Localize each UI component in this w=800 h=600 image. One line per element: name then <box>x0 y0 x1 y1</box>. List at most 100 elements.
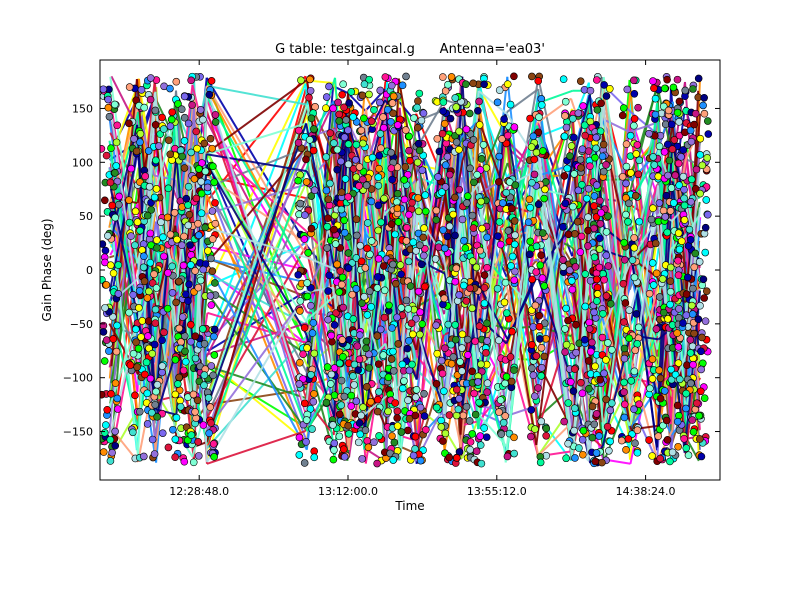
data-point <box>539 229 547 237</box>
data-point <box>456 358 464 366</box>
data-point <box>688 416 697 424</box>
data-point <box>184 221 193 230</box>
data-point <box>602 161 610 169</box>
data-point <box>536 261 545 270</box>
data-point <box>397 304 406 312</box>
data-point <box>171 355 180 364</box>
data-point <box>576 155 585 164</box>
data-point <box>466 284 474 293</box>
x-tick-label: 13:55:12.0 <box>467 485 527 498</box>
data-point <box>592 449 601 457</box>
data-point <box>114 405 122 413</box>
series-line-segment <box>205 294 307 431</box>
data-point <box>630 243 639 252</box>
data-point <box>380 194 388 203</box>
data-point <box>140 452 148 461</box>
data-point <box>476 432 485 440</box>
data-point <box>126 361 135 369</box>
data-point <box>302 178 311 186</box>
data-point <box>702 196 711 204</box>
data-point <box>150 340 159 349</box>
data-point <box>340 453 349 461</box>
series-line-segment <box>384 99 400 120</box>
data-point <box>297 76 305 85</box>
series-line-segment <box>206 359 308 443</box>
data-point <box>560 172 569 180</box>
data-point <box>166 150 175 159</box>
data-point <box>675 305 683 313</box>
data-point <box>697 452 706 461</box>
data-point <box>418 166 427 175</box>
data-point <box>332 309 340 317</box>
data-point <box>666 300 674 309</box>
data-point <box>572 320 580 329</box>
data-point <box>524 218 533 226</box>
data-point <box>673 417 682 426</box>
data-point <box>307 192 316 200</box>
data-point <box>405 337 413 345</box>
data-point <box>410 114 418 122</box>
data-point <box>591 362 599 371</box>
series-line-segment <box>601 259 632 334</box>
data-point <box>510 123 519 131</box>
data-point <box>684 451 693 460</box>
data-point <box>354 366 362 374</box>
data-point <box>598 458 606 467</box>
series-line-segment <box>601 316 631 430</box>
data-point <box>506 100 515 109</box>
data-point <box>192 127 201 136</box>
data-point <box>400 195 409 204</box>
data-point <box>188 101 196 109</box>
data-point <box>367 117 376 125</box>
data-point <box>631 191 640 200</box>
data-point <box>437 423 446 431</box>
data-point <box>373 332 382 340</box>
data-point <box>647 215 656 224</box>
data-point <box>691 249 700 258</box>
data-point <box>127 232 135 240</box>
data-point <box>472 263 481 272</box>
data-point <box>463 199 471 207</box>
data-point <box>626 131 635 140</box>
data-point <box>694 315 703 324</box>
data-point <box>648 452 656 460</box>
data-point <box>108 201 117 210</box>
data-point <box>651 110 660 119</box>
data-point <box>535 322 544 331</box>
data-point <box>620 378 628 387</box>
data-point <box>680 185 688 194</box>
data-point <box>210 178 218 187</box>
data-point <box>622 210 630 219</box>
data-point <box>165 136 173 145</box>
data-point <box>581 131 589 140</box>
data-point <box>352 140 361 149</box>
data-point <box>398 384 407 393</box>
data-point <box>677 153 685 161</box>
data-point <box>150 193 159 202</box>
data-point <box>458 367 466 375</box>
data-point <box>350 381 358 389</box>
data-point <box>375 151 384 160</box>
data-point <box>595 245 604 253</box>
data-point <box>632 150 641 158</box>
data-point <box>625 199 633 208</box>
data-point <box>102 281 111 289</box>
data-point <box>688 301 696 310</box>
data-point <box>391 230 399 239</box>
series-line-segment <box>206 123 308 408</box>
series-line-segment <box>207 257 307 284</box>
data-point <box>339 353 347 361</box>
data-point <box>356 331 364 339</box>
series-line-segment <box>154 351 178 421</box>
data-point <box>620 255 629 264</box>
series-line-segment <box>537 421 573 457</box>
series-line-segment <box>630 281 660 408</box>
data-point <box>528 178 536 187</box>
data-point <box>300 459 309 467</box>
data-point <box>660 84 669 93</box>
data-point <box>483 233 491 242</box>
data-point <box>373 459 381 468</box>
data-point <box>100 144 106 153</box>
data-point <box>664 315 672 323</box>
data-point <box>143 420 152 428</box>
